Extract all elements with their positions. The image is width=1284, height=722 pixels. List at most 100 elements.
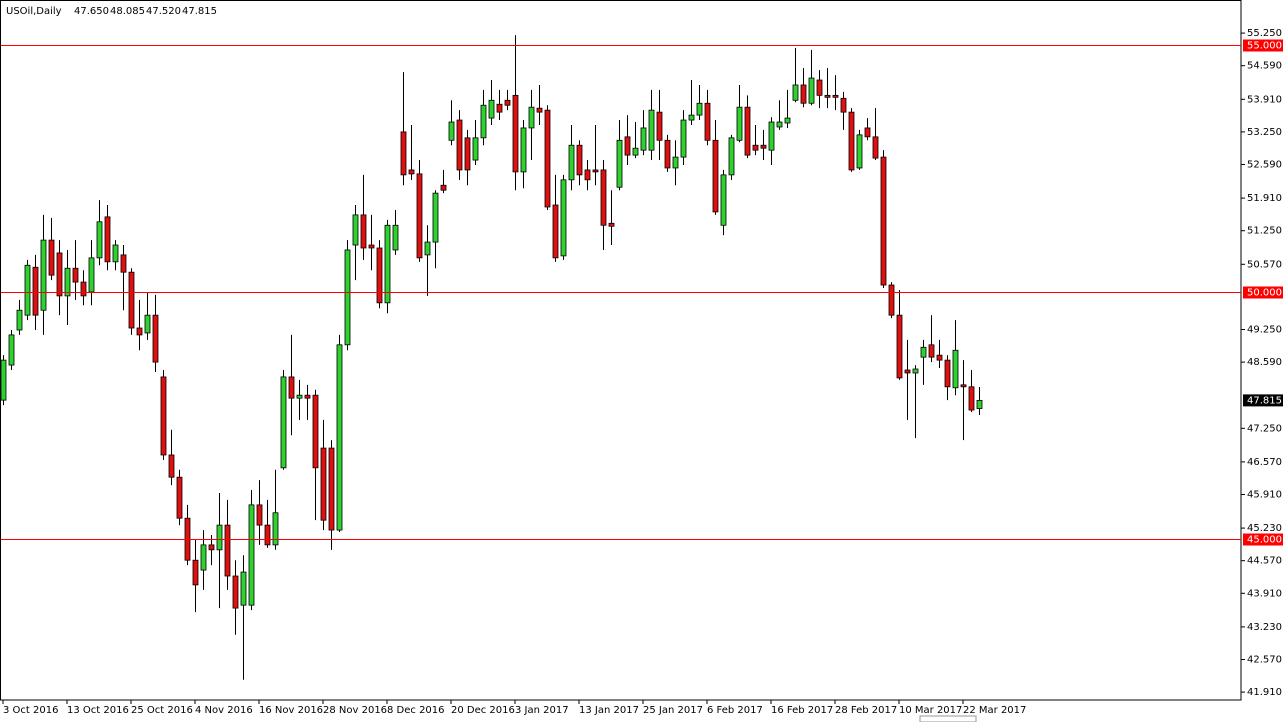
y-tick-label: 51.910 (1247, 193, 1282, 204)
x-tick-label: 3 Oct 2016 (3, 705, 58, 716)
candle-body (776, 121, 783, 128)
candle-body (960, 384, 967, 388)
y-tick-label: 43.230 (1247, 622, 1282, 633)
candle-body (128, 271, 135, 329)
plot-border (0, 0, 1242, 701)
candle-body (408, 169, 415, 175)
y-tick-label: 51.250 (1247, 226, 1282, 237)
candle-body (920, 346, 927, 358)
candle-body (304, 394, 311, 399)
candle-body (664, 139, 671, 169)
candle-body (536, 107, 543, 113)
candle-body (872, 136, 879, 159)
info-low: 47.520 (146, 6, 181, 17)
candle-body (648, 109, 655, 151)
candle-body (616, 139, 623, 188)
x-tick-label: 13 Oct 2016 (67, 705, 129, 716)
candle-body (576, 144, 583, 176)
candle-body (696, 102, 703, 116)
info-open: 47.650 (74, 6, 109, 17)
candle-body (584, 169, 591, 181)
candle-body (840, 97, 847, 113)
candle-body (800, 84, 807, 104)
candle-body (464, 137, 471, 171)
candle-body (520, 127, 527, 173)
candle-body (432, 192, 439, 243)
candle-body (848, 111, 855, 171)
candle-body (0, 359, 7, 401)
candle-body (688, 114, 695, 121)
y-tick-label: 48.590 (1247, 357, 1282, 368)
x-tick-label: 22 Mar 2017 (963, 705, 1026, 716)
x-tick-label: 10 Mar 2017 (899, 705, 962, 716)
candle-body (712, 139, 719, 213)
candle-body (144, 314, 151, 334)
x-tick-label: 25 Jan 2017 (643, 705, 703, 716)
candle-body (112, 244, 119, 263)
candle-body (392, 224, 399, 251)
candle-body (336, 344, 343, 531)
candle-body (376, 247, 383, 304)
candle-body (808, 77, 815, 104)
y-tick-label: 45.230 (1247, 523, 1282, 534)
candle-body (272, 512, 279, 546)
candle-body (360, 214, 367, 249)
candle-body (568, 144, 575, 181)
x-tick-label: 28 Nov 2016 (323, 705, 387, 716)
candle-body (504, 99, 511, 106)
candle-body (824, 94, 831, 98)
candle-body (656, 111, 663, 141)
candle-body (80, 281, 87, 297)
candle-body (168, 454, 175, 478)
candle-body (160, 376, 167, 456)
candle-body (896, 314, 903, 379)
candle-body (528, 106, 535, 129)
candle-body (976, 399, 983, 409)
candle-body (680, 119, 687, 158)
candle-body (16, 309, 23, 331)
info-close: 47.815 (182, 6, 217, 17)
candle-body (720, 174, 727, 226)
x-tick-label: 4 Nov 2016 (195, 705, 253, 716)
y-tick-label: 46.570 (1247, 457, 1282, 468)
candle-body (88, 257, 95, 293)
y-tick-label: 43.910 (1247, 588, 1282, 599)
candle-body (192, 559, 199, 586)
candle-body (288, 376, 295, 399)
candle-body (816, 79, 823, 96)
candle-body (744, 106, 751, 156)
candle-body (904, 369, 911, 374)
candle-body (704, 102, 711, 141)
candle-body (864, 127, 871, 138)
candle-body (344, 249, 351, 346)
x-tick-label: 6 Feb 2017 (707, 705, 763, 716)
candle-body (384, 224, 391, 304)
candle-body (8, 334, 15, 366)
candle-body (544, 109, 551, 208)
y-tick-label: 42.570 (1247, 654, 1282, 665)
y-tick-label: 55.250 (1247, 28, 1282, 39)
candle-body (368, 244, 375, 249)
level-label: 45.000 (1247, 535, 1282, 546)
x-tick-label: 3 Jan 2017 (515, 705, 569, 716)
candle-body (888, 284, 895, 316)
candle-body (152, 314, 159, 363)
candle-body (768, 121, 775, 151)
candle-body (496, 103, 503, 113)
candle-body (416, 173, 423, 259)
candle-body (120, 254, 127, 273)
candle-body (72, 267, 79, 283)
candle-body (952, 349, 959, 389)
candle-body (264, 524, 271, 546)
candle-body (752, 144, 759, 151)
candle-body (856, 134, 863, 169)
candle-body (736, 106, 743, 141)
candle-body (928, 344, 935, 358)
candle-body (968, 386, 975, 411)
candle-body (512, 94, 519, 173)
y-tick-label: 49.250 (1247, 324, 1282, 335)
x-tick-label: 20 Dec 2016 (451, 705, 515, 716)
candle-body (256, 504, 263, 526)
candle-body (440, 184, 447, 191)
